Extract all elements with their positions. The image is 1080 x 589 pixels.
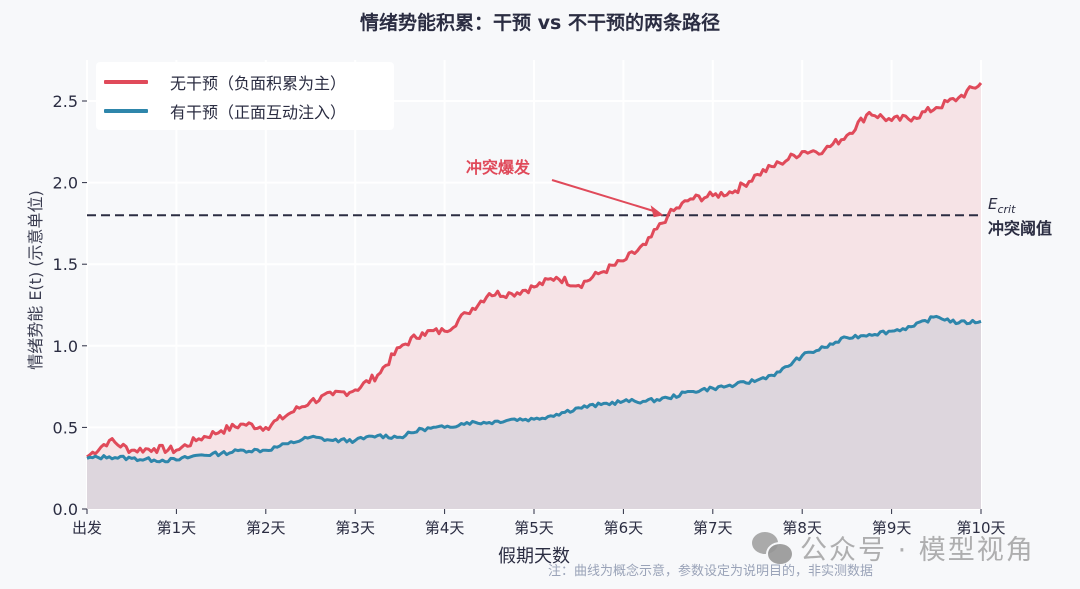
legend-swatch-red bbox=[104, 80, 148, 84]
svg-text:第6天: 第6天 bbox=[604, 519, 644, 537]
watermark: 公众号 · 模型视角 bbox=[752, 528, 1035, 567]
svg-text:1.0: 1.0 bbox=[53, 337, 78, 356]
threshold-label: 冲突阈值 bbox=[988, 219, 1053, 238]
svg-text:0.0: 0.0 bbox=[53, 500, 78, 519]
svg-text:第8天: 第8天 bbox=[782, 519, 822, 537]
svg-text:1.5: 1.5 bbox=[53, 255, 78, 274]
legend-label: 无干预（负面积累为主） bbox=[170, 74, 347, 93]
legend-label: 有干预（正面互动注入） bbox=[170, 103, 347, 122]
chart-title: 情绪势能积累：干预 vs 不干预的两条路径 bbox=[360, 12, 720, 34]
footnote: 注：曲线为概念示意，参数设定为说明目的，非实测数据 bbox=[548, 564, 874, 579]
y-axis-label: 情绪势能 E(t) (示意单位) bbox=[26, 190, 45, 370]
axis-ticks: 0.0 0.5 1.0 1.5 2.0 2.5 出发 第1天 第2天 第3天 第4天 第5天 第6天 第7… bbox=[53, 92, 1006, 537]
intervention-line bbox=[86, 314, 982, 464]
svg-text:第7天: 第7天 bbox=[693, 519, 733, 537]
legend-item-intervention: 有干预（正面互动注入） bbox=[104, 99, 346, 123]
svg-text:第9天: 第9天 bbox=[872, 519, 912, 537]
threshold-symbol: Ecrit bbox=[988, 195, 1016, 216]
x-axis-label: 假期天数 bbox=[498, 546, 570, 567]
wechat-icon bbox=[752, 531, 794, 566]
svg-text:第3天: 第3天 bbox=[335, 519, 375, 537]
svg-text:2.5: 2.5 bbox=[53, 92, 78, 111]
legend-swatch-blue bbox=[104, 109, 148, 113]
svg-text:2.0: 2.0 bbox=[53, 174, 78, 193]
svg-text:第2天: 第2天 bbox=[246, 519, 286, 537]
annotation-arrow bbox=[551, 179, 664, 218]
conflict-annotation: 冲突爆发 bbox=[466, 158, 531, 177]
legend-item-no-intervention: 无干预（负面积累为主） bbox=[104, 70, 346, 94]
svg-text:0.5: 0.5 bbox=[53, 418, 78, 437]
intervention-area bbox=[87, 316, 981, 509]
svg-text:出发: 出发 bbox=[72, 519, 102, 537]
svg-text:第1天: 第1天 bbox=[157, 519, 197, 537]
no-intervention-line bbox=[86, 82, 983, 459]
svg-text:第10天: 第10天 bbox=[956, 519, 1005, 537]
legend: 无干预（负面积累为主） 有干预（正面互动注入） bbox=[96, 62, 394, 130]
svg-text:第4天: 第4天 bbox=[425, 519, 465, 537]
svg-text:第5天: 第5天 bbox=[514, 519, 554, 537]
